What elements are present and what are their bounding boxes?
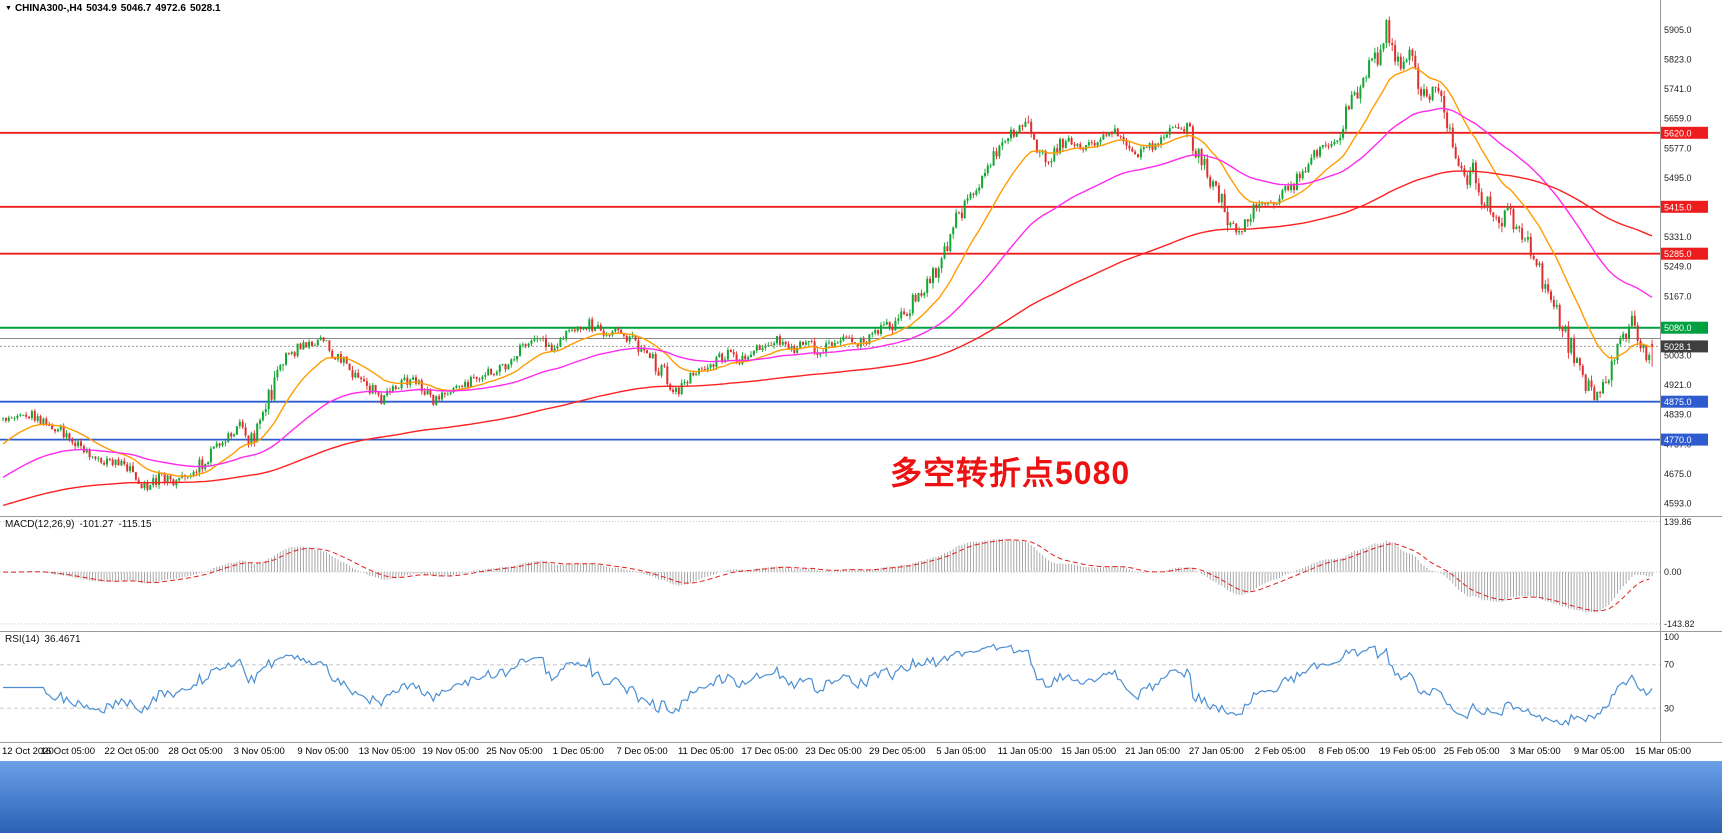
svg-text:30: 30 — [1664, 703, 1674, 713]
ohlc-close: 5028.1 — [189, 3, 221, 14]
time-label: 16 Oct 05:00 — [40, 746, 95, 757]
time-axis[interactable]: 12 Oct 2020 16 Oct 05:00 22 Oct 05:00 28 Oc… — [0, 744, 1722, 761]
macd-panel: 139.86 0.00 -143.82 MACD(12,26,9) -101.27 -1… — [0, 516, 1722, 631]
svg-text:4839.0: 4839.0 — [1664, 410, 1692, 420]
svg-text:5741.0: 5741.0 — [1664, 84, 1692, 94]
time-label: 12 Oct 2020 — [2, 746, 54, 757]
time-label: 23 Dec 05:00 — [805, 746, 862, 757]
svg-text:-143.82: -143.82 — [1664, 619, 1695, 629]
time-label: 15 Mar 05:00 — [1635, 746, 1691, 757]
svg-text:4593.0: 4593.0 — [1664, 499, 1692, 509]
svg-text:5415.0: 5415.0 — [1664, 202, 1692, 212]
time-label: 3 Mar 05:00 — [1510, 746, 1561, 757]
time-label: 13 Nov 05:00 — [358, 746, 416, 757]
symbol-dropdown-icon[interactable]: ▼ — [5, 5, 12, 12]
svg-text:100: 100 — [1664, 632, 1679, 642]
horizontal-level-lines[interactable] — [0, 131, 1660, 441]
svg-text:70: 70 — [1664, 660, 1674, 670]
time-label: 8 Feb 05:00 — [1318, 746, 1370, 757]
time-label: 19 Feb 05:00 — [1379, 746, 1436, 757]
time-label: 9 Nov 05:00 — [297, 746, 349, 757]
bottom-bar — [0, 761, 1722, 833]
rsi-indicator-chart[interactable]: 100 70 30 — [0, 632, 1722, 742]
svg-text:5167.0: 5167.0 — [1664, 291, 1692, 301]
time-label: 21 Jan 05:00 — [1125, 746, 1180, 757]
macd-indicator-chart[interactable]: 139.86 0.00 -143.82 — [0, 517, 1722, 631]
ohlc-low: 4972.6 — [155, 3, 186, 14]
svg-text:5495.0: 5495.0 — [1664, 173, 1692, 183]
time-label: 28 Oct 05:00 — [168, 746, 223, 757]
time-label: 17 Dec 05:00 — [741, 746, 798, 757]
time-label: 19 Nov 05:00 — [422, 746, 479, 757]
chart-title: ▼ CHINA300-,H4 5034.9 5046.7 4972.6 5028.1 — [5, 3, 225, 14]
svg-text:0.00: 0.00 — [1664, 567, 1682, 577]
time-label: 2 Feb 05:00 — [1254, 746, 1306, 757]
time-label: 27 Jan 05:00 — [1188, 746, 1244, 757]
svg-text:5331.0: 5331.0 — [1664, 232, 1692, 242]
ma-fast-line — [2, 66, 1653, 477]
svg-text:4921.0: 4921.0 — [1664, 380, 1692, 390]
price-axis[interactable]: 5905.05823.05741.05659.05577.05495.05413… — [1660, 0, 1709, 516]
svg-text:5620.0: 5620.0 — [1664, 128, 1692, 138]
rsi-panel: 100 70 30 RSI(14) 36.4671 — [0, 631, 1722, 743]
macd-signal-line — [2, 539, 1650, 612]
time-label: 3 Nov 05:00 — [233, 746, 285, 757]
macd-value-signal: -115.15 — [118, 519, 152, 530]
svg-text:4770.0: 4770.0 — [1664, 435, 1692, 445]
time-label: 25 Feb 05:00 — [1443, 746, 1500, 757]
rsi-name: RSI(14) — [5, 634, 40, 645]
svg-text:4675.0: 4675.0 — [1664, 469, 1692, 479]
time-label: 11 Jan 05:00 — [997, 746, 1053, 757]
time-label: 25 Nov 05:00 — [486, 746, 543, 757]
price-chart-panel: 5905.05823.05741.05659.05577.05495.05413… — [0, 0, 1722, 516]
svg-text:5823.0: 5823.0 — [1664, 55, 1692, 65]
ohlc-open: 5034.9 — [86, 3, 117, 14]
time-label: 5 Jan 05:00 — [936, 746, 986, 757]
time-label: 22 Oct 05:00 — [104, 746, 159, 757]
rsi-value: 36.4671 — [44, 634, 81, 645]
ma-slow-line — [2, 170, 1653, 507]
macd-name: MACD(12,26,9) — [5, 519, 75, 530]
macd-label: MACD(12,26,9) -101.27 -115.15 — [5, 519, 157, 530]
time-label: 7 Dec 05:00 — [616, 746, 668, 757]
svg-text:5577.0: 5577.0 — [1664, 143, 1692, 153]
chart-annotation[interactable]: 多空转折点5080 — [890, 455, 1131, 491]
time-label: 11 Dec 05:00 — [677, 746, 734, 757]
svg-text:5080.0: 5080.0 — [1664, 323, 1692, 333]
macd-histogram — [5, 539, 1653, 613]
macd-value-main: -101.27 — [79, 519, 114, 530]
rsi-line — [3, 643, 1653, 726]
svg-text:4875.0: 4875.0 — [1664, 397, 1692, 407]
time-label: 9 Mar 05:00 — [1573, 746, 1625, 757]
time-label: 15 Jan 05:00 — [1061, 746, 1117, 757]
svg-text:5905.0: 5905.0 — [1664, 25, 1692, 35]
svg-text:5285.0: 5285.0 — [1664, 249, 1692, 259]
symbol-period-label: CHINA300-,H4 — [14, 3, 83, 14]
rsi-label: RSI(14) 36.4671 — [5, 634, 86, 645]
svg-text:5659.0: 5659.0 — [1664, 114, 1692, 124]
ma-mid-line — [2, 107, 1653, 478]
svg-text:5028.1: 5028.1 — [1664, 342, 1692, 352]
ohlc-high: 5046.7 — [120, 3, 152, 14]
candlestick-chart[interactable]: 5905.05823.05741.05659.05577.05495.05413… — [0, 0, 1722, 516]
svg-text:139.86: 139.86 — [1664, 517, 1692, 527]
svg-text:5003.0: 5003.0 — [1664, 351, 1692, 361]
time-label: 29 Dec 05:00 — [869, 746, 926, 757]
time-label: 1 Dec 05:00 — [552, 746, 604, 757]
svg-text:5249.0: 5249.0 — [1664, 262, 1692, 272]
